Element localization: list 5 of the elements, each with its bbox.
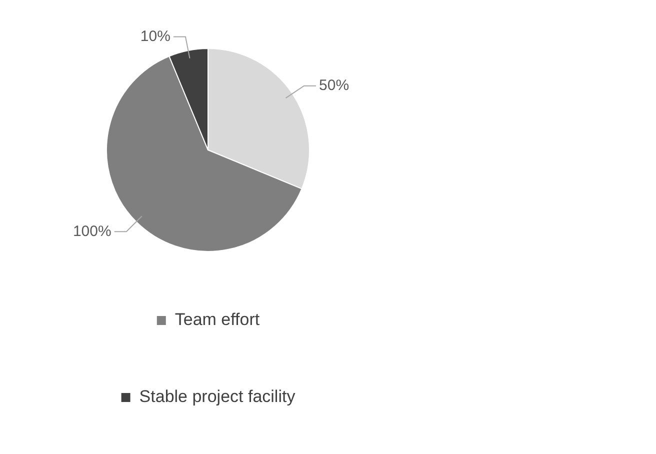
legend-label: Stable project facility <box>139 387 296 406</box>
legend-label: Team effort <box>174 310 260 330</box>
data-label: 50% <box>319 76 350 94</box>
data-label: 10% <box>140 28 170 45</box>
data-label: 100% <box>72 222 112 240</box>
